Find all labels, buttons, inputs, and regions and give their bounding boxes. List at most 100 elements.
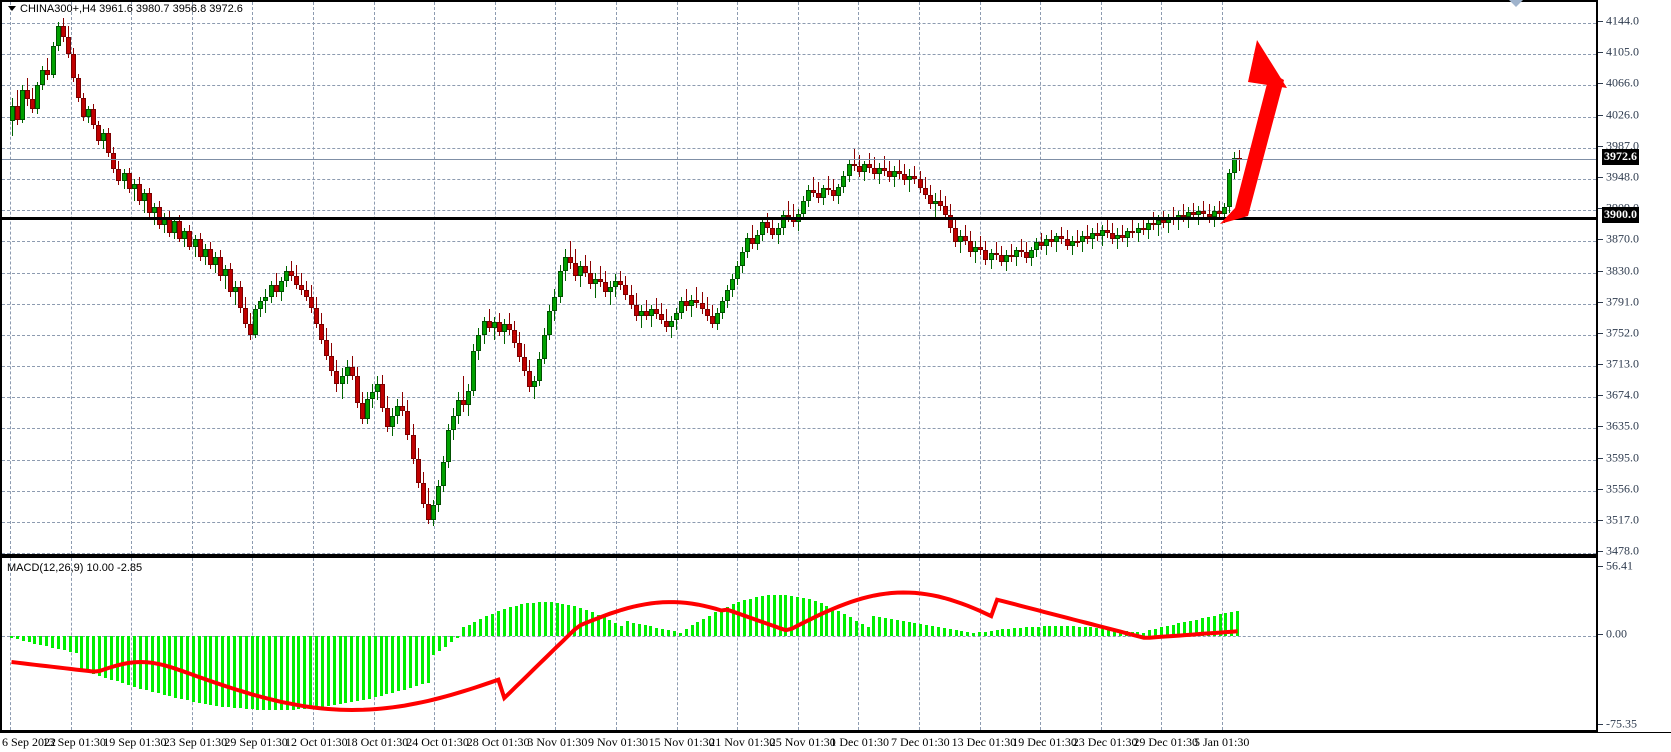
macd-histogram-bar: [825, 605, 829, 636]
macd-histogram-bar: [1171, 624, 1175, 636]
candle-wick: [143, 189, 145, 214]
macd-histogram-bar: [983, 631, 987, 636]
candle: [953, 217, 958, 248]
price-axis-label: 3674.0: [1606, 387, 1639, 402]
candle: [821, 185, 827, 206]
candle-body: [70, 53, 76, 78]
macd-histogram-bar: [555, 602, 559, 636]
candle-body: [1018, 250, 1024, 253]
grid-line-vertical: [676, 558, 678, 730]
candle-wick: [1198, 205, 1200, 225]
macd-histogram-bar: [1118, 630, 1122, 636]
macd-histogram-bar: [719, 609, 723, 636]
candle: [709, 304, 715, 329]
candle: [1049, 229, 1055, 248]
candle: [420, 471, 426, 508]
candle-body: [608, 287, 614, 292]
candle-wick: [787, 201, 789, 222]
grid-line-vertical: [1040, 558, 1042, 730]
candle-body: [664, 320, 670, 327]
macd-histogram-bar: [878, 617, 882, 636]
macd-indicator-panel[interactable]: MACD(12,26,9) 10.00 -2.85: [0, 556, 1596, 732]
candle-body: [91, 108, 97, 126]
candle: [1145, 218, 1151, 240]
candle-wick: [1157, 215, 1159, 237]
candle-body: [750, 237, 756, 245]
grid-line-vertical: [616, 2, 617, 554]
candle-body: [760, 221, 766, 235]
candle: [572, 248, 578, 281]
candle: [1094, 223, 1100, 241]
candle-body: [45, 69, 51, 76]
candle: [410, 424, 416, 464]
candle: [658, 302, 664, 325]
candle: [552, 288, 558, 321]
candle-body: [628, 295, 634, 305]
macd-histogram-bar: [802, 597, 805, 636]
candle-body: [618, 280, 624, 286]
candle-wick: [1132, 220, 1134, 238]
price-axis-label: 4105.0: [1606, 44, 1639, 59]
candle: [603, 271, 609, 297]
candle: [724, 284, 730, 308]
candle: [400, 392, 406, 417]
candle: [537, 352, 543, 386]
candle: [334, 360, 340, 393]
candle-body: [446, 430, 452, 463]
collapse-triangle-icon[interactable]: [8, 6, 16, 11]
candle-body: [228, 268, 233, 292]
candle-body: [689, 299, 695, 307]
candle: [228, 263, 233, 297]
candle: [329, 342, 335, 377]
candle-body: [136, 183, 142, 202]
macd-histogram-bar: [819, 603, 823, 636]
candle: [907, 169, 913, 192]
price-axis[interactable]: 4144.04105.04066.04026.03987.03948.03909…: [1596, 0, 1671, 732]
macd-histogram-bar: [45, 635, 49, 647]
chart-collapse-handle-icon[interactable]: [1509, 0, 1523, 7]
grid-line-vertical: [1222, 2, 1223, 554]
candle-body: [1115, 234, 1121, 240]
candle-body: [172, 220, 178, 233]
macd-histogram-bar: [362, 635, 365, 700]
candle-body: [811, 189, 817, 194]
candle: [785, 201, 791, 222]
date-axis-label: 9 Nov 01:30: [588, 735, 648, 749]
macd-histogram-bar: [813, 601, 817, 636]
candle-wick: [1173, 207, 1175, 225]
macd-histogram-bar: [1112, 629, 1116, 636]
macd-histogram-bar: [936, 627, 940, 636]
candle-body: [324, 339, 330, 356]
macd-histogram-bar: [602, 617, 606, 636]
candle-body: [151, 207, 157, 213]
candle: [983, 240, 989, 265]
price-chart-panel[interactable]: CHINA300+,H4 3961.6 3980.7 3956.8 3972.6: [0, 0, 1596, 556]
macd-histogram-bar: [186, 635, 189, 701]
macd-histogram-bar: [232, 635, 236, 708]
grid-line-vertical: [313, 558, 314, 730]
macd-histogram-bar: [649, 626, 653, 636]
candle: [293, 264, 299, 289]
candle: [177, 215, 183, 243]
candle: [283, 266, 289, 288]
candle-body: [1160, 220, 1166, 224]
candle: [1034, 237, 1040, 257]
candle-wick: [655, 298, 657, 319]
grid-line-vertical: [10, 2, 11, 554]
grid-line-vertical: [373, 2, 375, 554]
macd-histogram-bar: [426, 635, 430, 683]
date-axis[interactable]: 6 Sep 2022 13 Sep 01:30 19 Sep 01:30 23 Sep…: [0, 732, 1671, 752]
candle-body: [385, 408, 391, 428]
axis-tick: [1598, 488, 1603, 490]
macd-histogram-bar: [966, 632, 970, 636]
candle: [750, 224, 756, 249]
candle-body: [243, 307, 249, 324]
macd-histogram-bar: [332, 635, 336, 706]
grid-line-horizontal: [2, 334, 1596, 336]
candle-body: [1079, 236, 1085, 243]
candle-body: [298, 284, 304, 291]
candle-body: [897, 170, 903, 174]
candle-body: [425, 503, 431, 520]
candle: [106, 127, 112, 158]
macd-histogram-bar: [432, 635, 436, 655]
